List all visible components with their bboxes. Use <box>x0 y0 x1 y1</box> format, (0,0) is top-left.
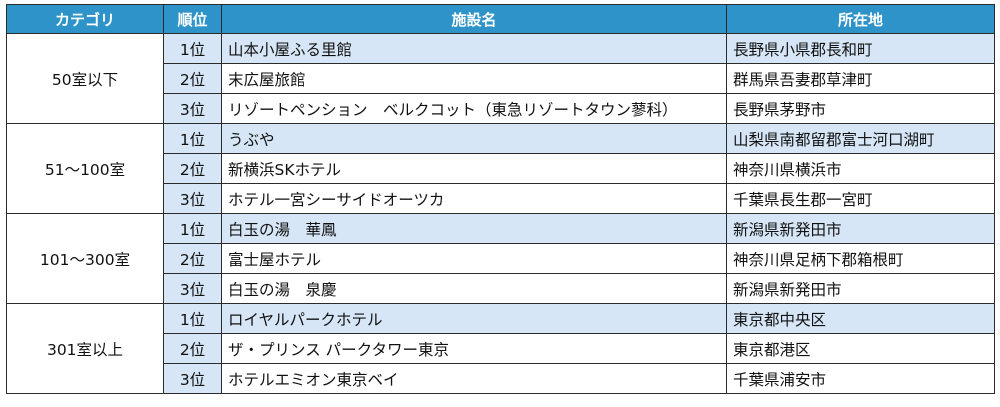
rank-cell: 2位 <box>163 153 222 184</box>
rank-cell: 2位 <box>163 243 222 274</box>
header-row: カテゴリ 順位 施設名 所在地 <box>6 4 995 34</box>
facility-cell: 山本小屋ふる里館 <box>221 33 727 64</box>
ranking-table: カテゴリ 順位 施設名 所在地 50室以下 1位 山本小屋ふる里館 長野県小県郡… <box>6 4 995 394</box>
location-cell: 長野県小県郡長和町 <box>726 33 995 64</box>
table-row: 3位 ホテルエミオン東京ベイ 千葉県浦安市 <box>7 363 995 394</box>
table-row: 50室以下 1位 山本小屋ふる里館 長野県小県郡長和町 <box>6 33 995 124</box>
header-category: カテゴリ <box>6 4 164 34</box>
facility-cell: 末広屋旅館 <box>221 63 727 94</box>
table-row: 3位 ホテル一宮シーサイドオーツカ 千葉県長生郡一宮町 <box>7 183 995 214</box>
location-cell: 新潟県新発田市 <box>726 273 995 304</box>
header-location: 所在地 <box>726 4 995 34</box>
table-row: 2位 末広屋旅館 群馬県吾妻郡草津町 <box>7 63 995 94</box>
table-row: 3位 リゾートペンション ベルクコット（東急リゾートタウン蓼科） 長野県茅野市 <box>7 93 995 124</box>
facility-cell: ロイヤルパークホテル <box>221 303 727 334</box>
facility-cell: 富士屋ホテル <box>221 243 727 274</box>
location-cell: 群馬県吾妻郡草津町 <box>726 63 995 94</box>
location-cell: 千葉県浦安市 <box>726 363 995 394</box>
category-cell: 51～100室 <box>6 123 164 214</box>
category-cell: 301室以上 <box>6 303 164 394</box>
rank-cell: 3位 <box>163 363 222 394</box>
table-row: 2位 富士屋ホテル 神奈川県足柄下郡箱根町 <box>7 243 995 274</box>
table-row: 51～100室 1位 うぶや 山梨県南都留郡富士河口湖町 <box>6 123 995 214</box>
header-rank: 順位 <box>163 4 222 34</box>
facility-cell: ホテルエミオン東京ベイ <box>221 363 727 394</box>
facility-cell: 白玉の湯 華鳳 <box>221 213 727 244</box>
facility-cell: うぶや <box>221 123 727 154</box>
location-cell: 神奈川県足柄下郡箱根町 <box>726 243 995 274</box>
rank-cell: 1位 <box>163 213 222 244</box>
rank-cell: 1位 <box>163 303 222 334</box>
location-cell: 東京都中央区 <box>726 303 995 334</box>
facility-cell: ザ・プリンス パークタワー東京 <box>221 333 727 364</box>
table-row: 101～300室 1位 白玉の湯 華鳳 新潟県新発田市 <box>6 213 995 304</box>
table-body: 50室以下 1位 山本小屋ふる里館 長野県小県郡長和町 2位 末広屋旅館 群馬県… <box>6 33 995 394</box>
category-cell: 50室以下 <box>6 33 164 124</box>
location-cell: 新潟県新発田市 <box>726 213 995 244</box>
facility-cell: ホテル一宮シーサイドオーツカ <box>221 183 727 214</box>
location-cell: 東京都港区 <box>726 333 995 364</box>
table-row: 2位 新横浜SKホテル 神奈川県横浜市 <box>7 153 995 184</box>
location-cell: 山梨県南都留郡富士河口湖町 <box>726 123 995 154</box>
facility-cell: 新横浜SKホテル <box>221 153 727 184</box>
location-cell: 神奈川県横浜市 <box>726 153 995 184</box>
facility-cell: 白玉の湯 泉慶 <box>221 273 727 304</box>
table-header: カテゴリ 順位 施設名 所在地 <box>6 4 995 34</box>
facility-cell: リゾートペンション ベルクコット（東急リゾートタウン蓼科） <box>221 93 727 124</box>
rank-cell: 2位 <box>163 333 222 364</box>
rank-cell: 3位 <box>163 183 222 214</box>
rank-cell: 1位 <box>163 33 222 64</box>
rank-cell: 3位 <box>163 93 222 124</box>
rank-cell: 3位 <box>163 273 222 304</box>
rank-cell: 1位 <box>163 123 222 154</box>
header-facility: 施設名 <box>221 4 727 34</box>
category-cell: 101～300室 <box>6 213 164 304</box>
ranking-table-container: カテゴリ 順位 施設名 所在地 50室以下 1位 山本小屋ふる里館 長野県小県郡… <box>6 4 995 394</box>
rank-cell: 2位 <box>163 63 222 94</box>
location-cell: 千葉県長生郡一宮町 <box>726 183 995 214</box>
table-row: 2位 ザ・プリンス パークタワー東京 東京都港区 <box>7 333 995 364</box>
table-row: 301室以上 1位 ロイヤルパークホテル 東京都中央区 <box>6 303 995 394</box>
location-cell: 長野県茅野市 <box>726 93 995 124</box>
